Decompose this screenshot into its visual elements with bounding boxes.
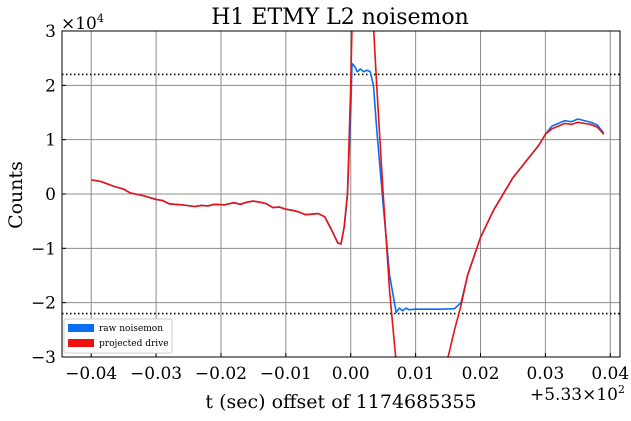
y-axis-scale-exponent: 4 (97, 12, 104, 25)
y-tick-label: 0 (45, 185, 56, 205)
legend-label-raw-noisemon: raw noisemon (99, 324, 163, 334)
x-tick-label: −0.02 (195, 364, 247, 384)
tick-marks: −0.04 −0.03 −0.02 −0.01 0.00 0.01 0.02 0.03 0.04… (31, 22, 629, 384)
y-tick-label: −2 (31, 294, 56, 314)
legend-swatch-raw-noisemon (68, 324, 94, 332)
chart-title: H1 ETMY L2 noisemon (211, 5, 469, 30)
x-axis-offset-label: +5.33×102 (530, 383, 625, 405)
x-axis-offset-base: +5.33×10 (530, 385, 618, 405)
y-axis-label: Counts (5, 161, 27, 229)
x-tick-label: −0.03 (130, 364, 182, 384)
x-axis-offset-exponent: 2 (618, 383, 625, 396)
threshold-lines (62, 73, 620, 315)
x-tick-label: −0.04 (65, 364, 117, 384)
legend-label-projected-drive: projected drive (99, 339, 169, 349)
y-tick-label: 3 (45, 22, 56, 42)
y-tick-label: −1 (31, 239, 56, 259)
y-tick-label: 2 (45, 76, 56, 96)
y-tick-label: 1 (45, 131, 56, 151)
series-line-projected-drive (91, 31, 605, 357)
y-axis-scale-base: ×10 (61, 14, 97, 34)
y-axis-scale-label: ×104 (61, 12, 104, 34)
x-axis-label: t (sec) offset of 1174685355 (205, 391, 476, 413)
x-tick-label: 0.04 (591, 364, 629, 384)
x-tick-label: 0.01 (397, 364, 435, 384)
legend: raw noisemon projected drive (63, 318, 173, 354)
x-tick-label: 0.02 (462, 364, 500, 384)
legend-swatch-projected-drive (68, 339, 94, 347)
x-tick-label: −0.01 (260, 364, 312, 384)
series-lines (91, 31, 605, 357)
x-tick-label: 0.00 (332, 364, 370, 384)
y-tick-label: −3 (31, 348, 56, 368)
x-tick-label: 0.03 (526, 364, 564, 384)
